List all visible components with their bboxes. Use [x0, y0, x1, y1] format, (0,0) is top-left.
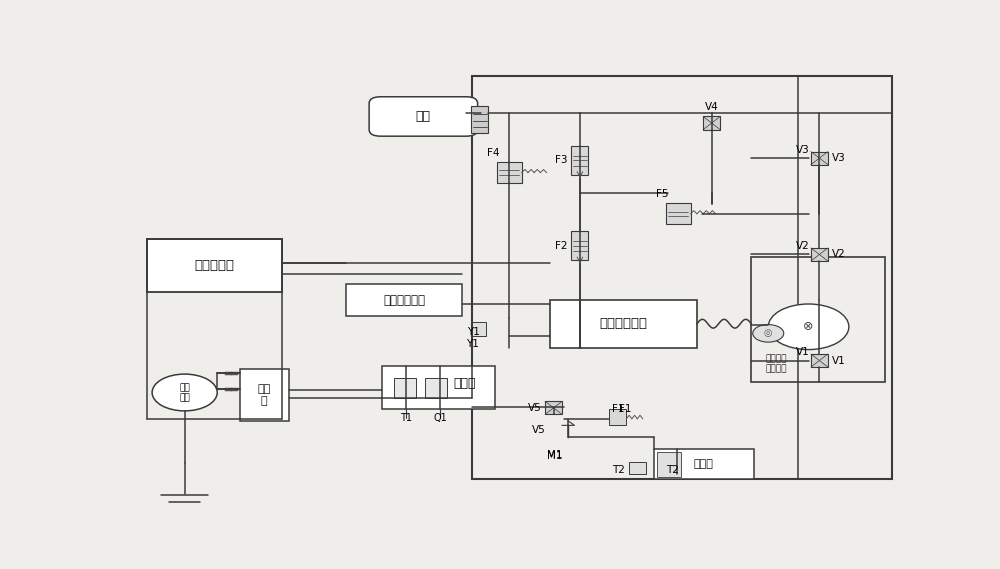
Text: 排气管: 排气管 [694, 459, 714, 469]
Text: F5: F5 [656, 189, 668, 199]
Text: F1: F1 [619, 404, 631, 414]
FancyBboxPatch shape [497, 162, 522, 183]
Text: V1: V1 [832, 356, 846, 365]
Text: Y1: Y1 [467, 328, 480, 337]
FancyBboxPatch shape [382, 366, 495, 409]
Text: 电源: 电源 [179, 384, 190, 393]
FancyBboxPatch shape [472, 323, 486, 336]
Text: V1: V1 [795, 347, 809, 357]
FancyBboxPatch shape [811, 248, 828, 261]
FancyBboxPatch shape [471, 106, 488, 133]
FancyBboxPatch shape [346, 284, 462, 316]
FancyBboxPatch shape [571, 232, 588, 260]
Text: 车身控制器: 车身控制器 [195, 259, 235, 272]
FancyBboxPatch shape [147, 239, 282, 292]
Text: V5: V5 [532, 426, 546, 435]
Text: V3: V3 [795, 145, 809, 155]
Text: F2: F2 [555, 241, 568, 251]
FancyBboxPatch shape [666, 203, 691, 224]
Text: V2: V2 [832, 249, 846, 259]
FancyBboxPatch shape [369, 97, 478, 136]
FancyBboxPatch shape [811, 354, 828, 367]
Text: ◎: ◎ [764, 328, 772, 339]
Text: V3: V3 [832, 153, 846, 163]
Text: 电源
盒: 电源 盒 [257, 384, 271, 406]
FancyBboxPatch shape [811, 151, 828, 164]
Circle shape [152, 374, 217, 411]
FancyBboxPatch shape [703, 117, 720, 130]
Text: Q1: Q1 [434, 413, 447, 423]
FancyBboxPatch shape [425, 378, 447, 398]
FancyBboxPatch shape [654, 448, 754, 479]
FancyBboxPatch shape [550, 300, 697, 348]
FancyBboxPatch shape [657, 452, 681, 477]
Text: 开关: 开关 [179, 393, 190, 402]
Text: V4: V4 [705, 102, 719, 112]
Circle shape [753, 324, 784, 342]
Text: F3: F3 [555, 155, 568, 165]
Text: F1: F1 [612, 403, 624, 414]
Text: T2: T2 [612, 465, 625, 476]
Text: ⊗: ⊗ [803, 320, 814, 333]
Text: 发动机控制器: 发动机控制器 [383, 294, 425, 307]
Text: V2: V2 [795, 241, 809, 251]
Text: 气罐: 气罐 [416, 110, 431, 123]
Circle shape [768, 304, 849, 349]
Text: M1: M1 [547, 451, 563, 461]
Text: M1: M1 [547, 450, 563, 460]
Text: 尿素罐控制器: 尿素罐控制器 [599, 317, 647, 330]
FancyBboxPatch shape [545, 401, 562, 414]
Text: V5: V5 [527, 403, 541, 413]
Text: Y1: Y1 [466, 339, 479, 349]
FancyBboxPatch shape [609, 409, 626, 426]
FancyBboxPatch shape [394, 378, 416, 398]
Text: 尿素计量
喷射模块: 尿素计量 喷射模块 [765, 354, 787, 374]
Text: 尿素罐: 尿素罐 [454, 377, 476, 390]
Text: T1: T1 [400, 413, 412, 423]
Text: T2: T2 [666, 465, 679, 475]
Text: F4: F4 [487, 148, 499, 158]
FancyBboxPatch shape [571, 146, 588, 175]
FancyBboxPatch shape [240, 369, 289, 421]
FancyBboxPatch shape [629, 462, 646, 475]
